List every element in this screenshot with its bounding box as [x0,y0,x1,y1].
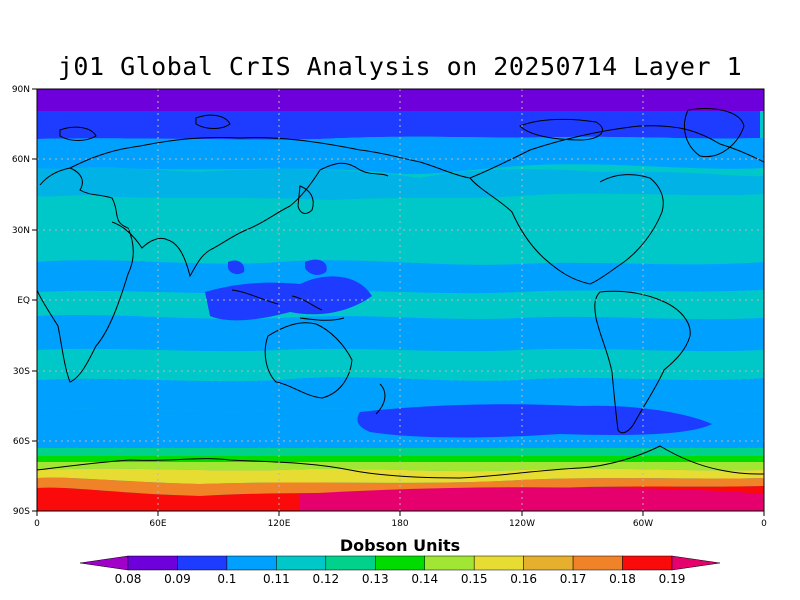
lon-label: 60E [149,519,166,529]
colorbar-tick-label: 0.12 [312,572,339,586]
lon-label: 120W [509,519,535,529]
coastlines [37,108,764,479]
colorbar: 0.08 0.09 0.1 0.11 0.12 0.13 0.14 0.15 0.16 0.17 0… [79,555,721,586]
colorbar-box [127,555,178,571]
colorbar-tick-label: 0.11 [263,572,290,586]
colorbar-box [177,555,228,571]
colorbar-box [473,555,524,571]
colorbar-tick-label: 0.13 [362,572,389,586]
colorbar-box [424,555,475,571]
lon-label: 120E [268,519,291,529]
lat-label: 30S [13,367,30,377]
lon-label: 60W [633,519,653,529]
axis-ticks [32,88,765,516]
lat-label: 90S [13,507,30,517]
colorbar-box [276,555,327,571]
longitude-labels: 0 60E 120E 180 120W 60W 0 [34,519,767,529]
lat-label: 30N [12,226,30,236]
map-title: j01 Global CrIS Analysis on 20250714 Lay… [57,52,743,81]
lon-label: 0 [761,519,767,529]
colorbar-tick-label: 0.08 [115,572,142,586]
colorbar-box [523,555,574,571]
colorbar-tick-label: 0.09 [164,572,191,586]
lat-label: 60N [12,155,30,165]
colorbar-tick-label: 0.18 [609,572,636,586]
colorbar-arrow-low [79,555,129,571]
colorbar-box [226,555,277,571]
colorbar-tick-label: 0.17 [560,572,587,586]
colorbar-box [375,555,425,571]
colorbar-box [622,555,673,571]
latitude-labels: 90N 60N 30N EQ 30S 60S 90S [12,85,30,517]
lon-label: 0 [34,519,40,529]
colorbar-arrow-high [671,555,721,571]
map-field [37,89,764,511]
colorbar-box [572,555,623,571]
colorbar-title: Dobson Units [339,536,461,555]
colorbar-tick-label: 0.1 [217,572,236,586]
lat-label: EQ [17,296,30,306]
map-grid [37,89,764,511]
lat-label: 60S [13,437,30,447]
colorbar-tick-label: 0.15 [461,572,488,586]
colorbar-box [325,555,376,571]
lat-label: 90N [12,85,30,95]
colorbar-tick-label: 0.16 [510,572,537,586]
colorbar-tick-label: 0.19 [659,572,686,586]
lon-label: 180 [391,519,408,529]
colorbar-tick-label: 0.14 [411,572,438,586]
